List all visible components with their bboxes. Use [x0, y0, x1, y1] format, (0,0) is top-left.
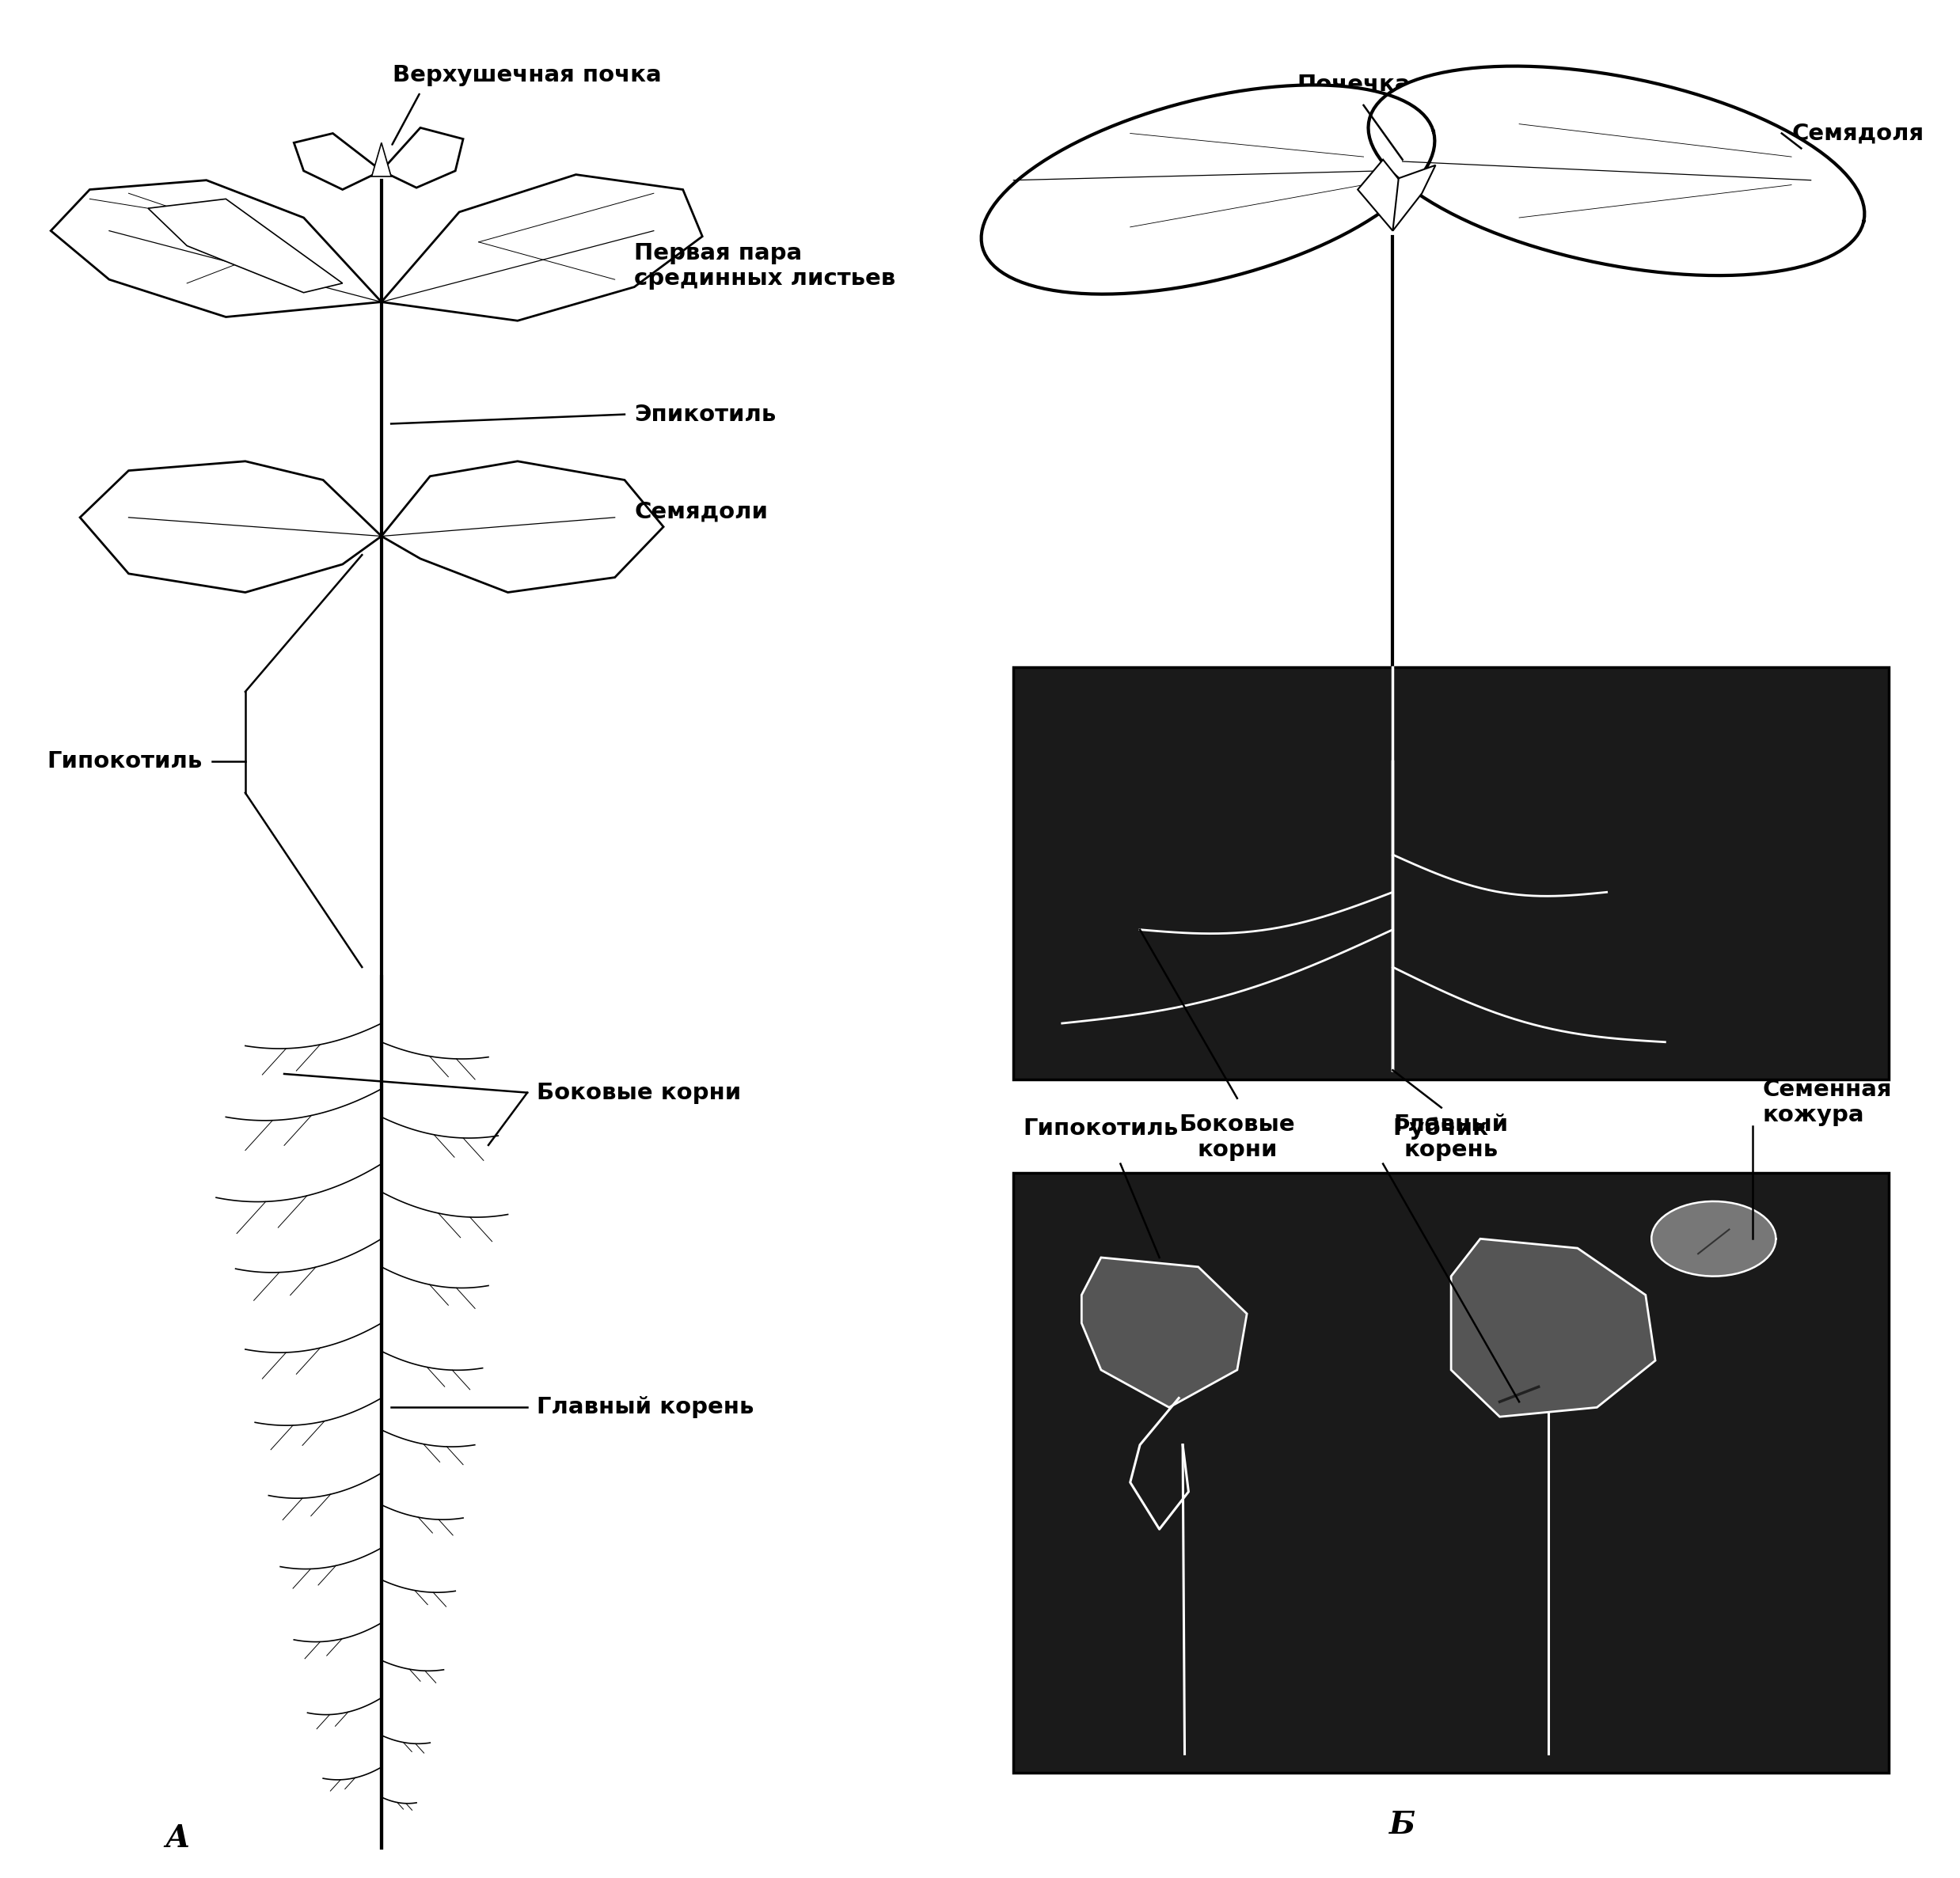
PathPatch shape — [382, 128, 463, 188]
PathPatch shape — [382, 175, 702, 321]
Text: Боковые корни: Боковые корни — [537, 1082, 741, 1104]
Text: Почечка: Почечка — [1298, 73, 1411, 96]
PathPatch shape — [1358, 160, 1403, 231]
Text: Верхушечная почка: Верхушечная почка — [392, 64, 662, 86]
PathPatch shape — [1082, 1258, 1247, 1407]
Text: Семенная
кожура: Семенная кожура — [1762, 1078, 1891, 1127]
Polygon shape — [1652, 1202, 1776, 1277]
PathPatch shape — [1450, 1239, 1656, 1416]
Text: Главный корень: Главный корень — [537, 1397, 755, 1418]
Text: Семядоли: Семядоли — [635, 501, 768, 522]
Text: Эпикотиль: Эпикотиль — [635, 404, 776, 426]
Text: Б: Б — [1390, 1810, 1415, 1840]
Text: Главный
корень: Главный корень — [1394, 1114, 1509, 1161]
Text: Первая пара
срединных листьев: Первая пара срединных листьев — [635, 242, 896, 289]
PathPatch shape — [372, 143, 392, 177]
Text: Рубчик: Рубчик — [1394, 1117, 1488, 1140]
PathPatch shape — [294, 133, 382, 190]
Polygon shape — [1368, 66, 1864, 276]
Text: Гипокотиль: Гипокотиль — [47, 749, 202, 772]
PathPatch shape — [382, 462, 662, 592]
Text: Боковые
корни: Боковые корни — [1180, 1114, 1296, 1161]
FancyBboxPatch shape — [1013, 1174, 1889, 1773]
PathPatch shape — [80, 462, 382, 592]
Text: А: А — [165, 1824, 190, 1854]
FancyBboxPatch shape — [1013, 667, 1889, 1080]
Text: Гипокотиль: Гипокотиль — [1023, 1117, 1178, 1140]
Text: Семядоля: Семядоля — [1791, 122, 1923, 145]
PathPatch shape — [149, 199, 343, 293]
PathPatch shape — [51, 180, 382, 317]
Polygon shape — [982, 85, 1435, 295]
PathPatch shape — [1394, 165, 1435, 231]
